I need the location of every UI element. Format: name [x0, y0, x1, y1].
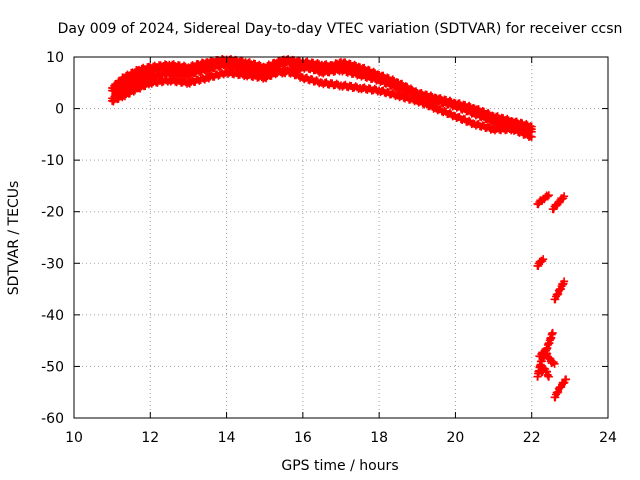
y-tick-label: 0	[55, 102, 64, 118]
x-tick-label: 22	[523, 430, 541, 446]
data-points	[108, 55, 571, 402]
axis-ticks: 10 12 14 16 18 20 22 24 10 0 -10 -20 -30 -40 -50 -60	[41, 50, 617, 446]
data-point	[527, 122, 536, 131]
data-point-band	[549, 200, 562, 214]
plot-frame	[73, 56, 609, 419]
x-tick-label: 16	[294, 430, 312, 446]
series-segment-f	[535, 346, 559, 368]
data-point	[527, 132, 536, 141]
series-segment-h	[550, 375, 571, 402]
data-point	[539, 255, 548, 264]
x-axis-label: GPS time / hours	[281, 458, 398, 474]
data-point-band	[109, 73, 127, 93]
series-segment-c	[533, 255, 548, 270]
data-point	[550, 359, 559, 368]
series-segment-e	[533, 328, 557, 381]
y-axis-label: SDTVAR / TECUs	[6, 181, 22, 296]
data-point	[548, 328, 557, 337]
data-point	[560, 277, 569, 286]
series-segment-b	[548, 192, 569, 214]
data-point-band	[185, 73, 211, 88]
y-tick-label: -30	[41, 256, 64, 272]
data-point-band	[147, 68, 172, 83]
y-tick-label: -60	[41, 411, 64, 427]
data-point	[544, 372, 553, 381]
data-point-band	[204, 68, 230, 83]
y-tick-label: -40	[41, 308, 64, 324]
y-tick-label: -10	[41, 153, 64, 169]
x-tick-label: 20	[447, 430, 465, 446]
y-tick-label: 10	[46, 50, 64, 66]
x-tick-label: 10	[65, 430, 83, 446]
series-segment-a	[533, 191, 553, 209]
series-track-3	[108, 65, 536, 141]
data-point-band	[555, 194, 568, 207]
data-point	[562, 375, 571, 384]
x-tick-label: 14	[218, 430, 236, 446]
data-point-band	[534, 196, 547, 209]
grid	[74, 57, 608, 418]
data-point-band	[185, 63, 211, 80]
series-track-4	[108, 55, 536, 132]
x-tick-label: 18	[370, 430, 388, 446]
chart-title: Day 009 of 2024, Sidereal Day-to-day VTE…	[58, 21, 623, 37]
data-point	[544, 191, 553, 200]
x-tick-label: 24	[599, 430, 617, 446]
data-point-band	[185, 58, 211, 73]
x-tick-label: 12	[141, 430, 159, 446]
y-tick-label: -20	[41, 205, 64, 221]
y-tick-label: -50	[41, 359, 64, 375]
series-segment-g	[537, 364, 553, 381]
series-segment-d	[550, 277, 569, 304]
data-point-band	[262, 56, 287, 72]
data-point	[560, 192, 569, 201]
